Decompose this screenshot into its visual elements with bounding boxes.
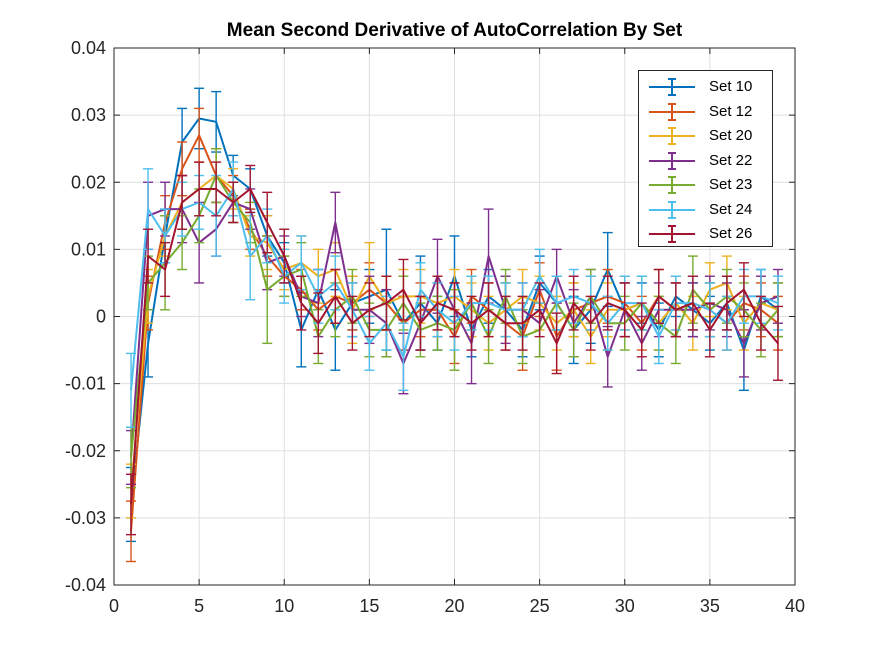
errorbar-set-26 xyxy=(194,161,205,217)
y-tick-label: -0.04 xyxy=(65,575,106,595)
errorbar-set-26 xyxy=(551,312,562,375)
legend-swatch-set-24 xyxy=(649,200,695,219)
legend-swatch-set-23 xyxy=(649,176,695,194)
errorbar-set-26 xyxy=(755,295,766,351)
x-tick-label: 10 xyxy=(274,596,294,616)
errorbar-set-26 xyxy=(517,295,528,351)
errorbar-set-24 xyxy=(398,322,409,392)
x-tick-label: 40 xyxy=(785,596,805,616)
errorbar-set-26 xyxy=(772,305,783,381)
x-tick-label: 15 xyxy=(359,596,379,616)
legend-swatch-set-22 xyxy=(649,151,695,170)
legend-item-set-20: Set 20 xyxy=(639,124,774,148)
errorbar-set-26 xyxy=(143,228,154,284)
errorbar-set-26 xyxy=(126,473,137,536)
legend-label: Set 26 xyxy=(709,225,753,242)
y-tick-label: 0.03 xyxy=(71,105,106,125)
errorbar-set-26 xyxy=(653,268,664,324)
y-tick-label: 0 xyxy=(96,307,106,327)
legend-label: Set 23 xyxy=(709,176,753,193)
errorbar-set-26 xyxy=(296,275,307,331)
errorbar-set-26 xyxy=(466,295,477,351)
errorbar-set-22 xyxy=(330,191,341,254)
y-tick-label: 0.04 xyxy=(71,38,106,58)
legend-swatch-set-26 xyxy=(649,225,695,243)
errorbar-set-26 xyxy=(449,282,460,338)
errorbar-set-26 xyxy=(568,275,579,331)
errorbar-set-26 xyxy=(398,258,409,321)
legend-swatch-set-12 xyxy=(649,102,695,121)
legend-item-set-26: Set 26 xyxy=(639,222,774,246)
y-tick-label: 0.01 xyxy=(71,239,106,259)
errorbar-set-26 xyxy=(160,241,171,298)
errorbar-set-26 xyxy=(432,275,443,331)
x-tick-label: 30 xyxy=(615,596,635,616)
x-tick-label: 0 xyxy=(109,596,119,616)
y-tick-label: -0.02 xyxy=(65,441,106,461)
errorbar-set-26 xyxy=(381,275,392,331)
legend-label: Set 20 xyxy=(709,127,753,144)
legend-item-set-23: Set 23 xyxy=(639,173,774,197)
errorbar-set-26 xyxy=(347,295,358,351)
legend: Set 10 Set 12 Set 20 Set 22 Set 23 Set 24 Set … xyxy=(638,70,773,247)
errorbar-set-24 xyxy=(126,352,137,428)
x-tick-label: 5 xyxy=(194,596,204,616)
errorbar-set-26 xyxy=(500,295,511,351)
legend-swatch-set-20 xyxy=(649,127,695,145)
errorbar-set-26 xyxy=(738,262,749,318)
errorbar-set-26 xyxy=(585,295,596,351)
errorbar-set-26 xyxy=(415,295,426,351)
x-tick-label: 35 xyxy=(700,596,720,616)
errorbar-set-26 xyxy=(483,282,494,338)
legend-item-set-12: Set 12 xyxy=(639,100,774,124)
x-tick-label: 25 xyxy=(530,596,550,616)
errorbar-set-26 xyxy=(330,268,341,324)
errorbar-set-26 xyxy=(687,275,698,331)
errorbar-set-26 xyxy=(279,228,290,284)
y-tick-label: -0.03 xyxy=(65,508,106,528)
errorbar-set-26 xyxy=(262,191,273,254)
legend-label: Set 22 xyxy=(709,151,753,169)
chart-title: Mean Second Derivative of AutoCorrelatio… xyxy=(226,20,683,41)
errorbar-set-26 xyxy=(364,282,375,338)
errorbar-set-26 xyxy=(619,282,630,338)
legend-item-set-22: Set 22 xyxy=(639,149,774,173)
errorbar-set-26 xyxy=(177,174,188,230)
axes-box xyxy=(113,47,796,586)
errorbar-set-26 xyxy=(602,275,613,331)
legend-label: Set 12 xyxy=(709,102,753,120)
errorbar-set-26 xyxy=(313,292,324,355)
legend-item-set-24: Set 24 xyxy=(639,198,774,222)
legend-label: Set 10 xyxy=(709,78,753,95)
errorbar-set-26 xyxy=(245,164,256,214)
y-tick-label: -0.01 xyxy=(65,374,106,394)
errorbar-set-26 xyxy=(721,275,732,331)
legend-label: Set 24 xyxy=(709,200,753,218)
y-tick-label: 0.02 xyxy=(71,172,106,192)
errorbar-set-26 xyxy=(534,282,545,338)
errorbar-set-26 xyxy=(228,181,239,224)
x-tick-label: 20 xyxy=(444,596,464,616)
errorbar-set-26 xyxy=(704,302,715,358)
legend-swatch-set-10 xyxy=(649,78,695,96)
errorbar-set-26 xyxy=(670,282,681,338)
legend-item-set-10: Set 10 xyxy=(639,75,774,99)
errorbar-set-26 xyxy=(636,302,647,358)
errorbar-set-26 xyxy=(211,161,222,217)
